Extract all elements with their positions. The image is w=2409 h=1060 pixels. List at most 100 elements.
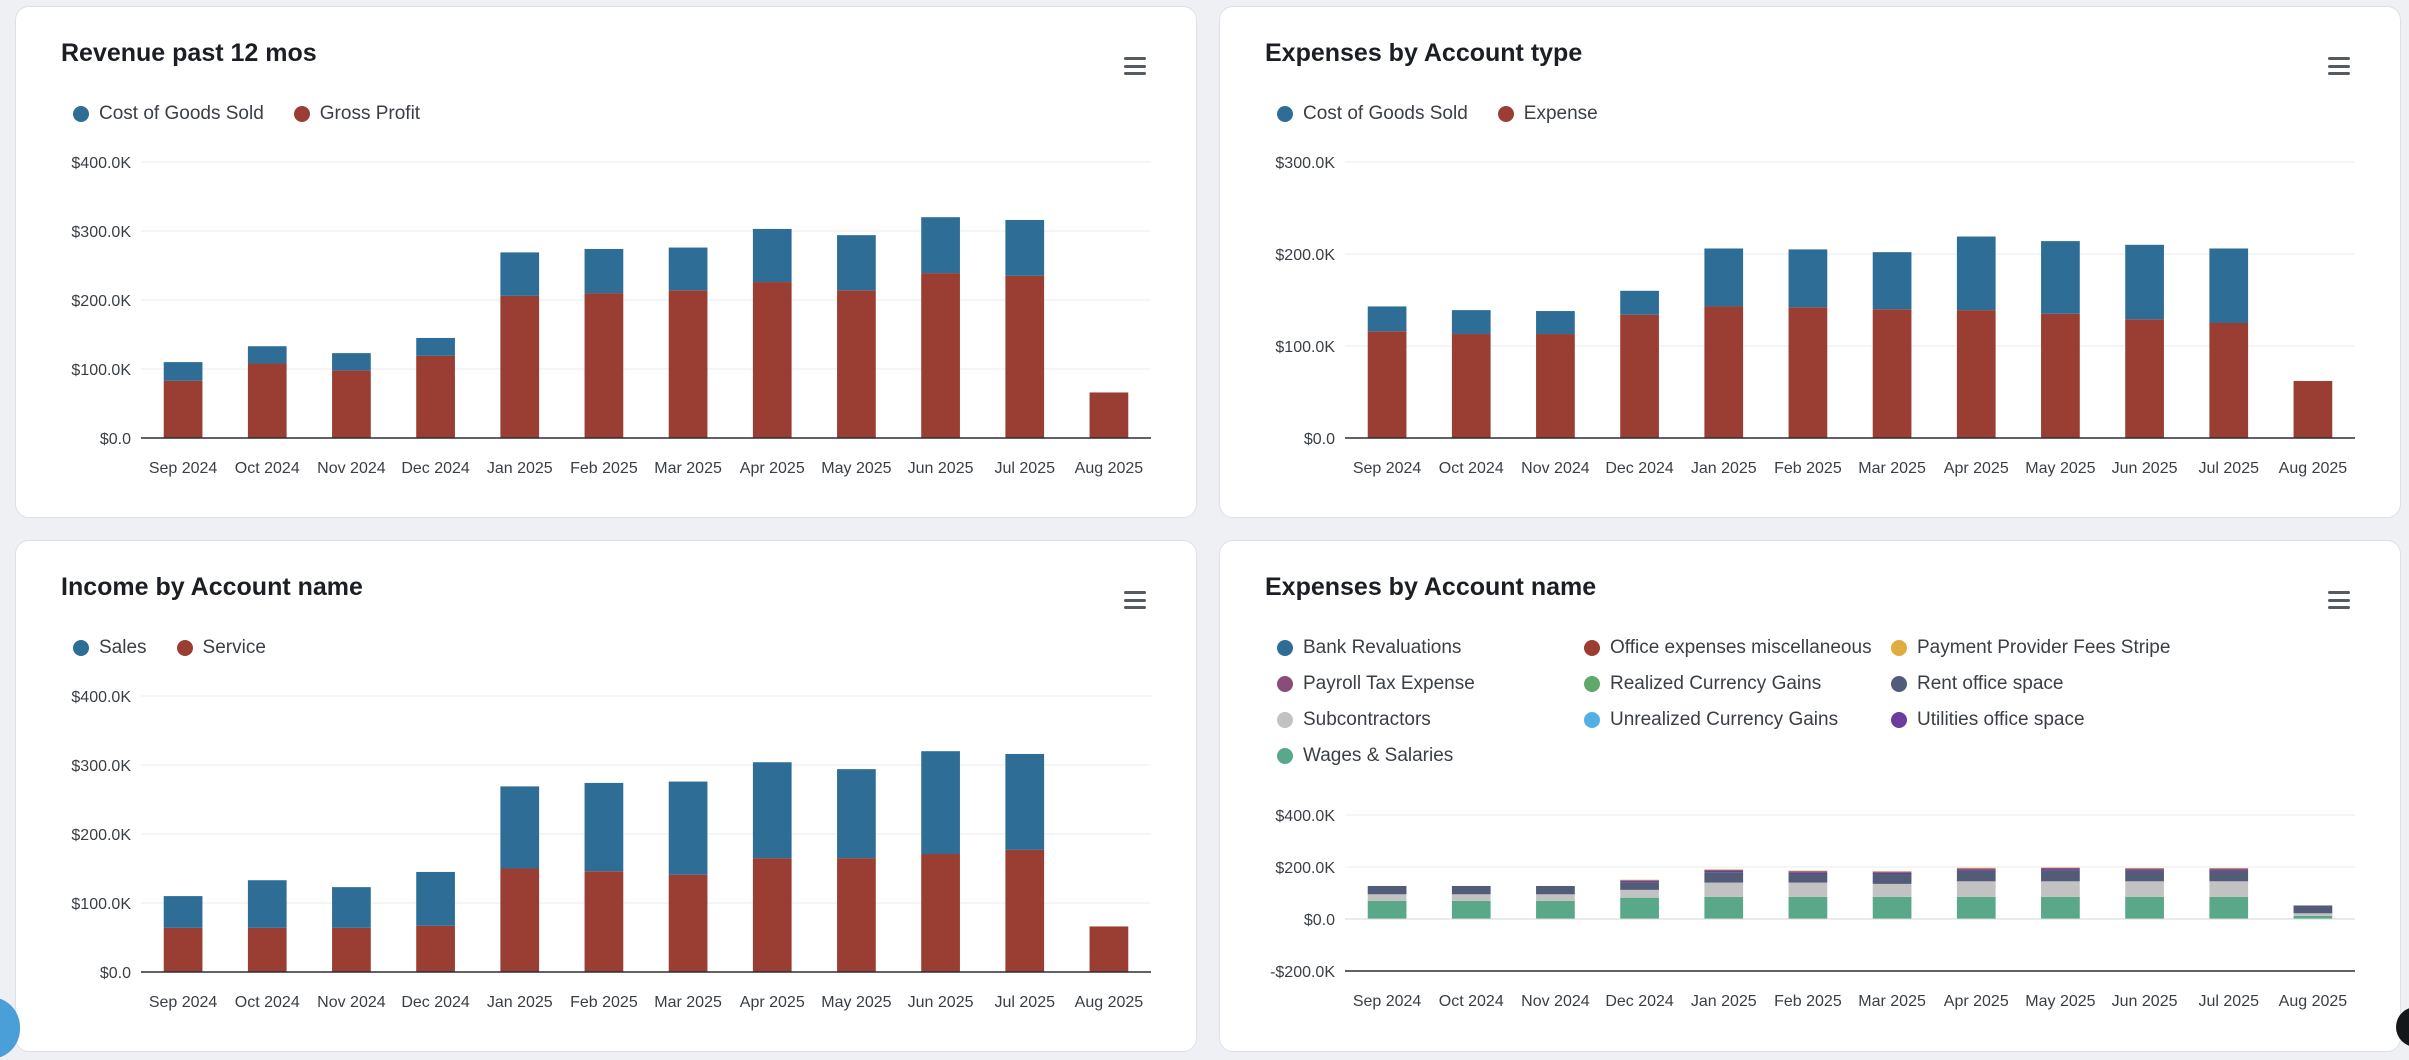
bar-segment[interactable] [2125, 869, 2164, 871]
legend-item[interactable]: Sales [73, 637, 147, 659]
legend-item[interactable]: Payroll Tax Expense [1277, 673, 1584, 695]
bar-segment[interactable] [668, 781, 708, 875]
legend-item[interactable]: Payment Provider Fees Stripe [1891, 637, 2198, 659]
bar-segment[interactable] [2041, 870, 2080, 882]
bar-segment[interactable] [247, 363, 287, 438]
bar-segment[interactable] [921, 854, 960, 972]
bar-segment[interactable] [2125, 870, 2164, 882]
bar-segment[interactable] [1620, 290, 1659, 315]
bar-segment[interactable] [2293, 905, 2333, 914]
bar-segment[interactable] [1536, 900, 1575, 919]
bar-segment[interactable] [1451, 310, 1491, 335]
bar-segment[interactable] [668, 247, 708, 291]
bar-segment[interactable] [921, 273, 960, 438]
bar-segment[interactable] [1788, 873, 1828, 883]
bar-segment[interactable] [2209, 870, 2249, 882]
bar-segment[interactable] [416, 337, 455, 356]
bar-segment[interactable] [1089, 392, 1129, 438]
bar-segment[interactable] [1620, 314, 1659, 438]
bar-segment[interactable] [1872, 871, 1912, 872]
bar-segment[interactable] [1367, 894, 1407, 901]
chart-menu-button[interactable] [2328, 591, 2350, 609]
bar-segment[interactable] [1704, 306, 1744, 438]
bar-segment[interactable] [1872, 883, 1912, 897]
bar-segment[interactable] [500, 868, 540, 973]
bar-segment[interactable] [1620, 897, 1659, 919]
bar-segment[interactable] [2209, 869, 2249, 871]
bar-segment[interactable] [2041, 867, 2080, 869]
legend-item[interactable]: Cost of Goods Sold [73, 103, 264, 125]
bar-segment[interactable] [1788, 249, 1828, 308]
bar-segment[interactable] [332, 927, 371, 972]
bar-segment[interactable] [1005, 219, 1045, 276]
bar-segment[interactable] [837, 290, 876, 438]
bar-segment[interactable] [921, 217, 960, 274]
bar-segment[interactable] [163, 362, 203, 381]
bar-segment[interactable] [584, 782, 624, 872]
legend-item[interactable]: Unrealized Currency Gains [1584, 709, 1891, 731]
bar-segment[interactable] [1451, 334, 1491, 438]
bar-segment[interactable] [1704, 869, 1744, 871]
bar-segment[interactable] [416, 925, 455, 972]
bar-segment[interactable] [2041, 896, 2080, 919]
bar-segment[interactable] [921, 751, 960, 855]
bar-segment[interactable] [247, 927, 287, 972]
bar-segment[interactable] [837, 858, 876, 972]
bar-segment[interactable] [1451, 894, 1491, 901]
bar-segment[interactable] [2209, 323, 2249, 438]
bar-segment[interactable] [2293, 915, 2333, 919]
bar-segment[interactable] [1451, 900, 1491, 919]
bar-segment[interactable] [500, 295, 540, 438]
bar-segment[interactable] [2209, 868, 2249, 869]
bar-segment[interactable] [2125, 881, 2164, 897]
bar-segment[interactable] [2125, 868, 2164, 870]
bar-segment[interactable] [1788, 882, 1828, 897]
legend-item[interactable]: Gross Profit [293, 103, 420, 125]
bar-segment[interactable] [2125, 896, 2164, 919]
bar-segment[interactable] [2041, 868, 2080, 870]
bar-segment[interactable] [1451, 885, 1491, 895]
bar-segment[interactable] [1956, 870, 1996, 882]
bar-segment[interactable] [1872, 896, 1912, 919]
bar-segment[interactable] [1704, 882, 1744, 897]
legend-item[interactable]: Bank Revaluations [1277, 637, 1584, 659]
bar-segment[interactable] [1704, 870, 1744, 873]
bar-segment[interactable] [1956, 869, 1996, 871]
legend-item[interactable]: Service [176, 637, 266, 659]
bar-segment[interactable] [1788, 307, 1828, 438]
bar-segment[interactable] [1005, 753, 1045, 850]
bar-segment[interactable] [584, 871, 624, 972]
bar-segment[interactable] [1872, 252, 1912, 310]
legend-item[interactable]: Wages & Salaries [1277, 745, 1584, 767]
bar-segment[interactable] [2125, 244, 2164, 320]
chart-menu-button[interactable] [1124, 591, 1146, 609]
bar-segment[interactable] [500, 786, 540, 869]
bar-segment[interactable] [1536, 334, 1575, 438]
bar-segment[interactable] [837, 769, 876, 859]
bar-segment[interactable] [2041, 869, 2080, 871]
bar-segment[interactable] [1704, 872, 1744, 883]
bar-segment[interactable] [2293, 913, 2333, 916]
bar-segment[interactable] [1367, 331, 1407, 438]
legend-item[interactable]: Rent office space [1891, 673, 2198, 695]
bar-segment[interactable] [1536, 885, 1575, 895]
legend-item[interactable]: Utilities office space [1891, 709, 2198, 731]
bar-segment[interactable] [1872, 872, 1912, 875]
bar-segment[interactable] [1620, 880, 1659, 882]
bar-segment[interactable] [1005, 849, 1045, 972]
bar-segment[interactable] [1956, 310, 1996, 438]
bar-segment[interactable] [837, 235, 876, 291]
bar-segment[interactable] [1367, 306, 1407, 332]
bar-segment[interactable] [163, 380, 203, 438]
bar-segment[interactable] [1704, 869, 1744, 870]
bar-segment[interactable] [2125, 319, 2164, 438]
bar-segment[interactable] [1620, 879, 1659, 881]
bar-segment[interactable] [752, 282, 792, 438]
bar-segment[interactable] [247, 880, 287, 928]
bar-segment[interactable] [1788, 870, 1828, 872]
bar-segment[interactable] [2209, 896, 2249, 919]
bar-segment[interactable] [1956, 867, 1996, 869]
bar-segment[interactable] [2041, 241, 2080, 314]
bar-segment[interactable] [1956, 236, 1996, 311]
side-panel-handle[interactable] [0, 997, 20, 1059]
